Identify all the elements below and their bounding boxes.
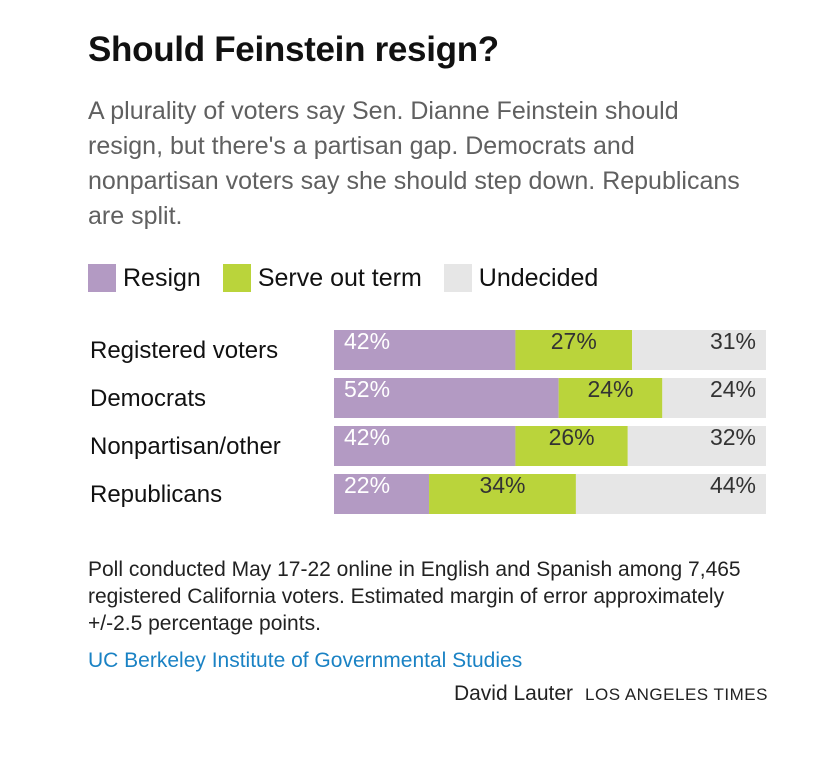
publication: LOS ANGELES TIMES — [585, 685, 768, 704]
chart-subtitle: A plurality of voters say Sen. Dianne Fe… — [88, 97, 740, 230]
bar-undecided-registered-voters — [632, 330, 766, 370]
source-link[interactable]: UC Berkeley Institute of Governmental St… — [88, 649, 523, 672]
bar-serve-out-term-republicans — [429, 474, 576, 514]
category-label-democrats: Democrats — [90, 385, 206, 412]
bar-serve-out-term-democrats — [558, 378, 663, 418]
legend-item-serve: Serve out term — [222, 263, 422, 293]
stacked-bar-chart: Registered voters 42% 27% 31% Democrats 52% 24… — [90, 328, 766, 514]
legend-label-serve: Serve out term — [257, 263, 422, 292]
data-label-serve-out-term-republicans: 34% — [479, 472, 525, 498]
legend: Resign Serve out term Undecided — [88, 262, 620, 294]
category-label-registered-voters: Registered voters — [90, 337, 278, 364]
data-label-resign-nonpartisan-other: 42% — [344, 424, 390, 450]
data-label-serve-out-term-democrats: 24% — [587, 376, 633, 402]
category-label-republicans: Republicans — [90, 481, 222, 508]
bar-resign-registered-voters — [334, 330, 516, 370]
data-label-resign-registered-voters: 42% — [344, 328, 390, 354]
data-label-serve-out-term-nonpartisan-other: 26% — [549, 424, 595, 450]
bar-resign-republicans — [334, 474, 430, 514]
legend-swatch-serve — [222, 264, 251, 292]
bar-undecided-republicans — [575, 474, 766, 514]
data-label-undecided-democrats: 24% — [710, 376, 756, 402]
bar-undecided-democrats — [662, 378, 766, 418]
legend-item-undecided: Undecided — [443, 263, 599, 293]
bar-undecided-nonpartisan-other — [627, 426, 766, 466]
bar-serve-out-term-registered-voters — [515, 330, 633, 370]
bar-serve-out-term-nonpartisan-other — [515, 426, 628, 466]
bar-resign-democrats — [334, 378, 559, 418]
data-label-undecided-nonpartisan-other: 32% — [710, 424, 756, 450]
legend-label-resign: Resign — [123, 263, 201, 292]
legend-label-undecided: Undecided — [478, 263, 599, 292]
data-label-undecided-republicans: 44% — [710, 472, 756, 498]
legend-swatch-resign — [88, 264, 116, 292]
bar-resign-nonpartisan-other — [334, 426, 516, 466]
author: David Lauter — [453, 682, 574, 705]
data-label-resign-republicans: 22% — [344, 472, 390, 498]
data-label-resign-democrats: 52% — [344, 376, 390, 402]
data-label-serve-out-term-registered-voters: 27% — [551, 328, 597, 354]
legend-swatch-undecided — [443, 264, 472, 292]
footnote: Poll conducted May 17-22 online in Engli… — [88, 558, 741, 635]
credit: David Lauter LOS ANGELES TIMES — [454, 682, 768, 706]
legend-item-resign: Resign — [88, 264, 201, 293]
data-label-undecided-registered-voters: 31% — [710, 328, 756, 354]
chart-title: Should Feinstein resign? — [88, 30, 499, 69]
category-label-nonpartisan-other: Nonpartisan/other — [90, 433, 281, 460]
